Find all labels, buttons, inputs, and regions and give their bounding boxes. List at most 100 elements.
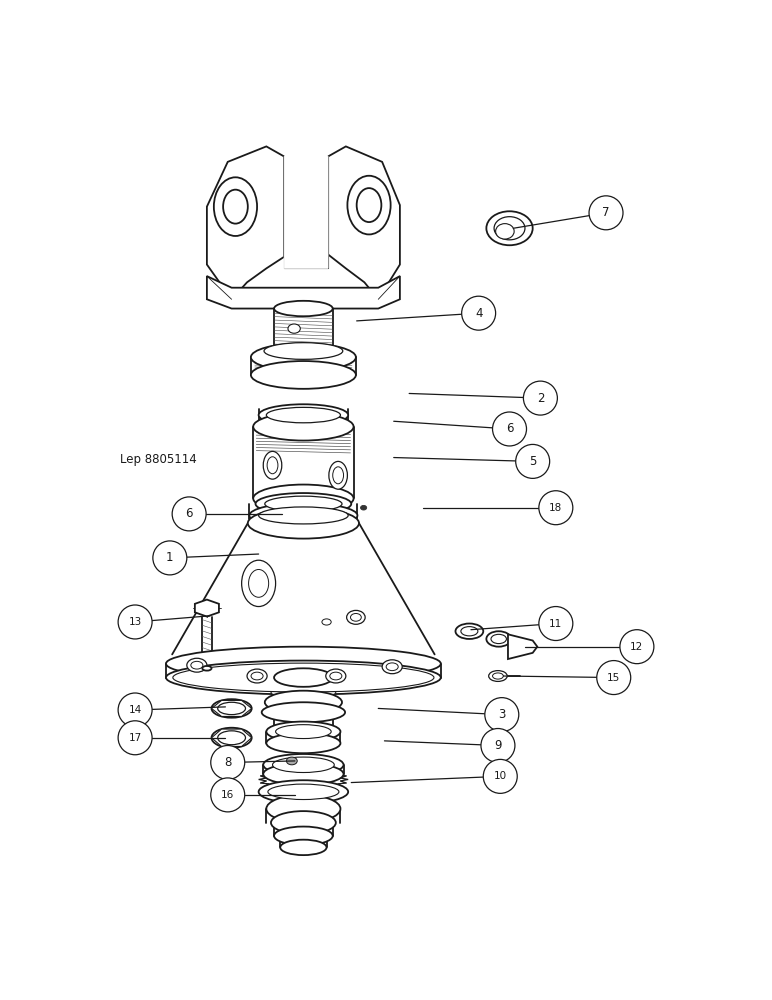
Ellipse shape	[218, 731, 245, 745]
Text: 18: 18	[549, 503, 563, 513]
Ellipse shape	[247, 669, 267, 683]
Ellipse shape	[253, 413, 354, 441]
Text: 13: 13	[128, 617, 142, 627]
Ellipse shape	[242, 560, 276, 607]
Ellipse shape	[166, 647, 441, 681]
Ellipse shape	[266, 722, 340, 742]
Ellipse shape	[361, 505, 367, 510]
Ellipse shape	[382, 660, 402, 674]
Ellipse shape	[347, 176, 391, 234]
Ellipse shape	[386, 663, 398, 671]
Text: 8: 8	[224, 756, 232, 769]
Ellipse shape	[267, 457, 278, 474]
Circle shape	[589, 196, 623, 230]
Text: 4: 4	[475, 307, 482, 320]
Ellipse shape	[288, 324, 300, 333]
Ellipse shape	[330, 672, 342, 680]
Ellipse shape	[326, 669, 346, 683]
Ellipse shape	[202, 666, 212, 671]
Polygon shape	[195, 600, 219, 617]
Text: 6: 6	[506, 422, 513, 435]
Ellipse shape	[223, 190, 248, 224]
Circle shape	[483, 759, 517, 793]
Ellipse shape	[264, 343, 343, 359]
Ellipse shape	[496, 224, 514, 239]
Polygon shape	[207, 146, 284, 299]
Ellipse shape	[494, 217, 525, 240]
Circle shape	[462, 296, 496, 330]
Ellipse shape	[263, 451, 282, 479]
Circle shape	[485, 698, 519, 732]
Ellipse shape	[271, 700, 336, 709]
Text: 5: 5	[529, 455, 537, 468]
Ellipse shape	[274, 301, 333, 316]
Ellipse shape	[262, 702, 345, 722]
Ellipse shape	[191, 661, 203, 669]
Ellipse shape	[461, 627, 478, 636]
Ellipse shape	[249, 569, 269, 597]
Ellipse shape	[263, 763, 344, 785]
Ellipse shape	[259, 404, 348, 426]
Ellipse shape	[173, 663, 434, 692]
Ellipse shape	[350, 613, 361, 621]
Text: 10: 10	[493, 771, 507, 781]
Ellipse shape	[273, 757, 334, 773]
Circle shape	[539, 607, 573, 641]
Ellipse shape	[271, 706, 336, 715]
Ellipse shape	[166, 661, 441, 695]
Ellipse shape	[286, 757, 297, 765]
Ellipse shape	[265, 691, 342, 714]
Ellipse shape	[266, 407, 340, 423]
Circle shape	[118, 721, 152, 755]
Circle shape	[493, 412, 527, 446]
Polygon shape	[328, 146, 400, 299]
Ellipse shape	[322, 619, 331, 625]
Ellipse shape	[489, 671, 507, 681]
Circle shape	[118, 693, 152, 727]
Text: 7: 7	[602, 206, 610, 219]
Text: 17: 17	[128, 733, 142, 743]
Circle shape	[118, 605, 152, 639]
Ellipse shape	[271, 694, 336, 703]
Circle shape	[481, 729, 515, 762]
Polygon shape	[212, 729, 252, 746]
Ellipse shape	[248, 508, 359, 539]
Ellipse shape	[271, 682, 336, 691]
Ellipse shape	[259, 507, 348, 524]
Ellipse shape	[357, 188, 381, 222]
Ellipse shape	[265, 496, 342, 512]
Ellipse shape	[251, 672, 263, 680]
Text: 11: 11	[549, 619, 563, 629]
Circle shape	[172, 497, 206, 531]
Text: 1: 1	[166, 551, 174, 564]
Ellipse shape	[329, 461, 347, 489]
Ellipse shape	[493, 673, 503, 679]
Text: 2: 2	[537, 392, 544, 405]
Polygon shape	[212, 700, 252, 716]
Circle shape	[211, 745, 245, 779]
Ellipse shape	[249, 503, 357, 528]
Circle shape	[523, 381, 557, 415]
Polygon shape	[508, 634, 537, 659]
Circle shape	[539, 491, 573, 525]
Ellipse shape	[256, 493, 351, 515]
Text: 12: 12	[630, 642, 644, 652]
Ellipse shape	[187, 658, 207, 672]
Ellipse shape	[266, 795, 340, 823]
Circle shape	[211, 778, 245, 812]
Ellipse shape	[253, 485, 354, 512]
Text: 6: 6	[185, 507, 193, 520]
Ellipse shape	[455, 624, 483, 639]
Ellipse shape	[259, 780, 348, 803]
Ellipse shape	[486, 211, 533, 245]
Text: 14: 14	[128, 705, 142, 715]
Ellipse shape	[274, 668, 333, 687]
Ellipse shape	[274, 827, 333, 845]
Ellipse shape	[280, 840, 327, 855]
Ellipse shape	[268, 784, 339, 800]
Circle shape	[620, 630, 654, 664]
Text: 16: 16	[221, 790, 235, 800]
Ellipse shape	[214, 177, 257, 236]
Ellipse shape	[271, 712, 336, 721]
Ellipse shape	[271, 811, 336, 834]
